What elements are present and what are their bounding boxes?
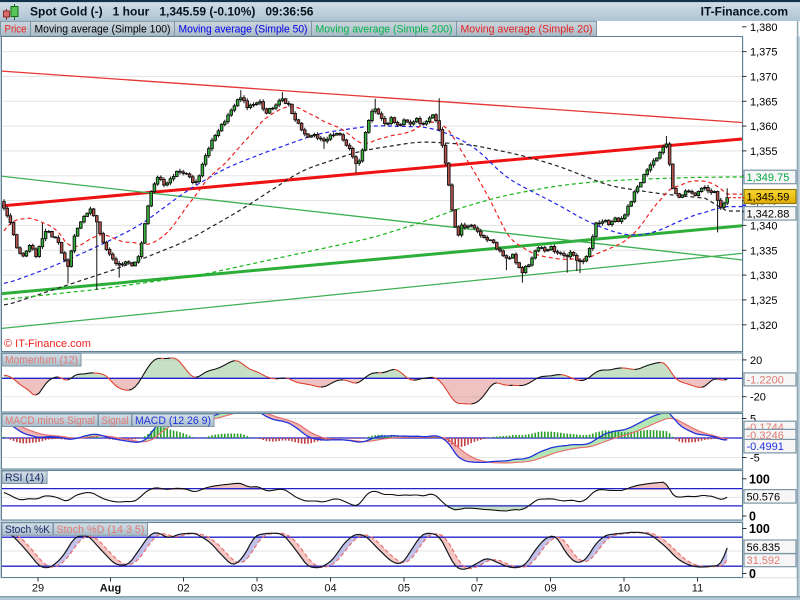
svg-text:1,342.88: 1,342.88 bbox=[747, 208, 790, 220]
svg-text:Spot Gold (-) 1 hour 1,345: Spot Gold (-) 1 hour 1,345.59 (-0.10%) 0… bbox=[30, 5, 314, 19]
svg-text:05: 05 bbox=[398, 583, 410, 595]
svg-text:1,380: 1,380 bbox=[750, 22, 778, 34]
svg-text:Moving average (Simple 20): Moving average (Simple 20) bbox=[461, 23, 593, 35]
svg-text:-0.4991: -0.4991 bbox=[747, 441, 784, 453]
svg-text:1,320: 1,320 bbox=[750, 320, 778, 332]
svg-text:Moving average (Simple 100): Moving average (Simple 100) bbox=[35, 23, 171, 35]
svg-text:RSI (14): RSI (14) bbox=[5, 472, 44, 484]
svg-text:0: 0 bbox=[749, 510, 756, 524]
svg-text:-5: -5 bbox=[750, 453, 760, 465]
svg-text:09: 09 bbox=[544, 583, 556, 595]
svg-text:1,345.59: 1,345.59 bbox=[747, 192, 790, 204]
svg-text:MACD (12 26 9): MACD (12 26 9) bbox=[135, 415, 211, 427]
svg-text:1,340: 1,340 bbox=[750, 220, 778, 232]
svg-text:Momentum (12): Momentum (12) bbox=[5, 355, 78, 367]
svg-text:5: 5 bbox=[750, 414, 756, 426]
svg-text:Aug: Aug bbox=[100, 583, 121, 595]
svg-text:-20: -20 bbox=[750, 392, 766, 404]
svg-text:04: 04 bbox=[324, 583, 336, 595]
svg-text:-1.2200: -1.2200 bbox=[747, 374, 784, 386]
svg-text:IT-Finance.com: IT-Finance.com bbox=[701, 5, 788, 19]
svg-text:Moving average (Simple 50): Moving average (Simple 50) bbox=[179, 23, 308, 35]
svg-text:Stoch %K: Stoch %K bbox=[5, 524, 51, 536]
svg-text:Price: Price bbox=[5, 23, 27, 35]
svg-text:1,355: 1,355 bbox=[750, 146, 778, 158]
svg-text:Moving average (Simple 200): Moving average (Simple 200) bbox=[316, 23, 453, 35]
svg-text:50.576: 50.576 bbox=[747, 491, 781, 503]
svg-text:1,330: 1,330 bbox=[750, 270, 778, 282]
svg-text:100: 100 bbox=[749, 522, 770, 536]
svg-text:0: 0 bbox=[749, 567, 756, 581]
svg-text:Signal: Signal bbox=[102, 415, 129, 427]
svg-text:1,375: 1,375 bbox=[750, 47, 778, 59]
svg-text:29: 29 bbox=[32, 583, 44, 595]
svg-text:1,360: 1,360 bbox=[750, 121, 778, 133]
svg-text:02: 02 bbox=[177, 583, 189, 595]
svg-text:1,335: 1,335 bbox=[750, 245, 778, 257]
svg-text:10: 10 bbox=[618, 583, 630, 595]
svg-text:03: 03 bbox=[251, 583, 263, 595]
svg-text:Stoch %D (14 3 5): Stoch %D (14 3 5) bbox=[57, 524, 145, 536]
svg-text:1,349.75: 1,349.75 bbox=[747, 172, 790, 184]
svg-text:20: 20 bbox=[750, 355, 762, 367]
svg-text:11: 11 bbox=[692, 583, 703, 595]
svg-text:1,365: 1,365 bbox=[750, 96, 778, 108]
svg-text:100: 100 bbox=[749, 472, 770, 486]
svg-text:31.592: 31.592 bbox=[747, 555, 781, 567]
svg-text:© IT-Finance.com: © IT-Finance.com bbox=[4, 338, 91, 350]
svg-text:1,325: 1,325 bbox=[750, 295, 778, 307]
svg-text:1,370: 1,370 bbox=[750, 71, 778, 83]
svg-text:07: 07 bbox=[471, 583, 483, 595]
svg-text:56.835: 56.835 bbox=[747, 542, 781, 554]
svg-text:MACD minus Signal: MACD minus Signal bbox=[5, 415, 95, 427]
